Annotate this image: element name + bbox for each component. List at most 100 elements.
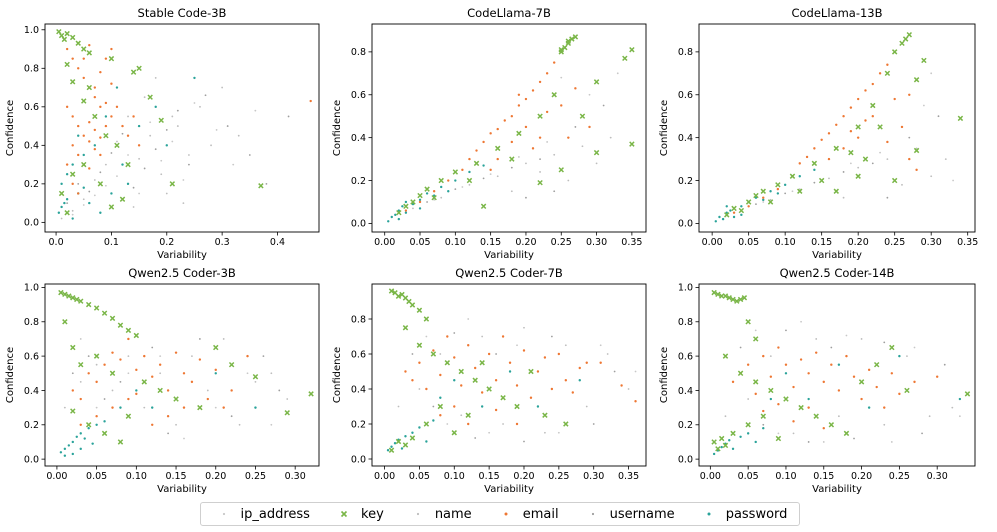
point-email [489,168,492,172]
point-name [901,183,903,186]
point-email [99,105,102,109]
point-key [395,293,402,299]
x-axis-label: Variability [484,484,534,495]
point-email [871,115,874,118]
y-tick-label: 0.8 [678,317,693,328]
x-tick-label: 0.25 [548,471,569,482]
point-ip_address [127,154,129,156]
y-tick-label: 0.6 [351,349,366,360]
point-email [830,363,833,366]
legend-label: name [434,506,472,522]
point-password [60,182,63,186]
point-email [732,211,736,214]
point-name [210,144,212,147]
point-key [70,408,76,414]
point-password [746,432,750,435]
point-email [404,209,408,212]
point-password [104,115,108,118]
point-email [93,86,97,89]
point-key [569,36,575,42]
point-email [137,144,141,147]
point-email [432,190,436,193]
point-key [409,435,416,441]
x-tick-label: 0.30 [285,471,306,482]
point-name [63,406,66,409]
point-email [585,361,588,364]
point-email [93,147,97,151]
point-key [417,192,423,199]
point-password [71,452,74,456]
point-ip_address [159,355,162,358]
point-email [404,370,407,373]
x-axis-label: Variability [812,250,862,261]
x-tick-label: 0.15 [813,471,834,482]
point-password [425,440,428,443]
point-username [525,196,527,199]
x-tick-label: 0.2 [159,237,174,248]
point-key [745,422,751,428]
point-username [921,432,923,435]
point-password [453,379,456,382]
point-email [77,153,80,157]
point-password [151,406,154,409]
x-tick-label: 0.25 [884,237,905,248]
x-tick-label: 0.05 [738,237,759,248]
point-ip_address [958,415,961,418]
point-name [886,158,889,160]
point-key [416,307,423,313]
point-password [87,427,90,430]
legend-marker-name [407,507,429,521]
y-axis-label: Confidence [5,100,16,156]
axes-frame [44,23,320,233]
point-email [127,397,130,401]
point-password [93,144,97,147]
y-tick-label: 0.8 [24,64,39,75]
y-tick-label: 0.2 [678,420,693,431]
point-key [877,124,883,130]
legend-item-username: username [582,507,675,522]
x-tick-label: 0.00 [46,471,67,482]
point-key [69,79,76,85]
point-name [564,344,567,347]
x-tick-label: 0.00 [700,471,721,482]
point-name [270,372,273,375]
point-name [837,415,840,418]
point-email [822,380,825,384]
point-name [567,179,570,182]
point-ip_address [616,72,619,75]
point-ip_address [461,186,464,188]
point-password [783,183,787,187]
point-name [842,196,845,199]
point-email [508,361,512,364]
point-key [828,422,835,428]
point-ip_address [588,93,591,96]
y-tick-label: 0.6 [678,90,693,101]
point-email [214,368,217,372]
point-password [115,86,119,89]
axes-frame [698,23,976,233]
x-tick-label: 0.30 [586,237,607,248]
y-tick-label: 0.6 [678,351,693,362]
axes-frame [371,283,647,467]
legend-label: password [725,506,788,522]
point-password [725,205,728,208]
point-name [154,77,157,79]
point-name [724,415,727,418]
y-tick-label: 0.4 [351,133,366,144]
point-password [71,440,74,444]
point-username [755,203,757,206]
point-username [77,182,80,185]
point-password [83,437,86,440]
point-key [62,319,68,325]
point-key [58,32,65,39]
point-key [494,145,501,152]
point-email [230,389,233,392]
point-name [132,206,135,208]
point-email [77,67,80,70]
point-key [480,203,487,209]
point-name [188,154,190,156]
point-key [738,207,745,214]
point-email [883,406,886,409]
y-tick-label: 0.8 [351,47,366,58]
